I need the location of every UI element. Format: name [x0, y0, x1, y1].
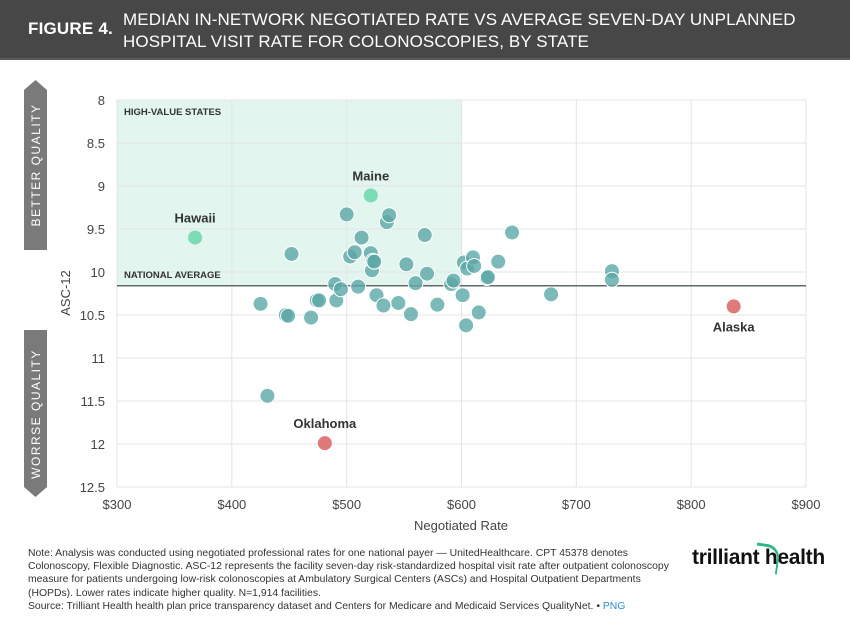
state-point[interactable]: [504, 224, 521, 241]
state-point[interactable]: [398, 256, 415, 273]
highlight-label-alaska: Alaska: [713, 319, 756, 334]
highlight-point-hawaii[interactable]: [188, 230, 203, 245]
state-point[interactable]: [543, 286, 560, 303]
state-point[interactable]: [470, 304, 487, 321]
separator: •: [596, 600, 600, 612]
state-point[interactable]: [466, 257, 483, 274]
y-tick-label: 11.5: [81, 394, 105, 409]
highlight-label-oklahoma: Oklahoma: [293, 416, 357, 431]
scatter-chart: HIGH-VALUE STATES 8 8.5 9 9.5 10 10.5 11 11.5 12…: [58, 93, 821, 533]
y-tick-label: 11: [92, 351, 106, 366]
figure-header: FIGURE 4. MEDIAN IN-NETWORK NEGOTIATED R…: [0, 0, 850, 60]
source-text: Source: Trilliant Health health plan pri…: [28, 600, 594, 612]
state-point[interactable]: [402, 306, 419, 323]
y-tick-label: 8.5: [87, 136, 105, 151]
x-tick-label: $500: [332, 497, 361, 512]
y-tick-label: 12.5: [80, 480, 105, 495]
y-tick-label: 10.5: [80, 308, 105, 323]
figure-title: MEDIAN IN-NETWORK NEGOTIATED RATE VS AVE…: [123, 10, 796, 51]
state-point[interactable]: [407, 275, 424, 292]
state-point[interactable]: [346, 244, 363, 261]
state-point[interactable]: [603, 271, 620, 288]
highlight-point-maine[interactable]: [363, 188, 378, 203]
state-point[interactable]: [350, 278, 367, 295]
state-point[interactable]: [366, 253, 383, 270]
state-point[interactable]: [454, 287, 471, 304]
y-tick-label: 10: [91, 265, 105, 280]
state-point[interactable]: [445, 272, 462, 289]
note-text: Note: Analysis was conducted using negot…: [28, 548, 669, 599]
x-tick-label: $300: [103, 497, 132, 512]
y-tick-label: 9: [98, 179, 105, 194]
x-tick-label: $800: [677, 497, 706, 512]
logo-text: trilliant health: [692, 546, 825, 569]
state-point[interactable]: [303, 309, 320, 326]
state-point[interactable]: [419, 265, 436, 282]
state-point[interactable]: [416, 227, 433, 244]
y-tick-label: 12: [91, 437, 105, 452]
state-point[interactable]: [390, 294, 407, 311]
state-point[interactable]: [259, 387, 276, 404]
y-axis-label: ASC-12: [58, 270, 73, 316]
y-tick-label: 9.5: [87, 222, 105, 237]
x-tick-label: $700: [562, 497, 591, 512]
x-tick-label: $600: [447, 497, 476, 512]
trilliant-health-logo: trilliant health: [692, 542, 825, 575]
state-point[interactable]: [381, 207, 398, 224]
state-point[interactable]: [332, 281, 349, 298]
national-average-label: NATIONAL AVERAGE: [124, 270, 221, 281]
state-point[interactable]: [479, 269, 496, 286]
state-point[interactable]: [252, 295, 269, 312]
y-tick-label: 8: [98, 93, 105, 108]
worse-quality-arrow: WORRSE QUALITY: [24, 330, 47, 497]
state-point[interactable]: [311, 292, 328, 309]
highlight-label-hawaii: Hawaii: [174, 211, 215, 226]
state-point[interactable]: [338, 206, 355, 223]
state-point[interactable]: [280, 307, 297, 324]
state-point[interactable]: [353, 229, 370, 246]
state-point[interactable]: [490, 253, 507, 270]
x-tick-label: $400: [217, 497, 246, 512]
state-point[interactable]: [429, 296, 446, 313]
x-tick-label: $900: [792, 497, 821, 512]
figure-label: FIGURE 4.: [28, 19, 113, 38]
state-point[interactable]: [458, 317, 475, 334]
high-value-region-label: HIGH-VALUE STATES: [124, 107, 221, 118]
x-axis-label: Negotiated Rate: [414, 518, 508, 533]
footnote: Note: Analysis was conducted using negot…: [28, 547, 688, 613]
better-quality-arrow: BETTER QUALITY: [24, 80, 47, 250]
png-download-link[interactable]: PNG: [602, 600, 626, 612]
state-point[interactable]: [375, 297, 392, 314]
state-point[interactable]: [283, 245, 300, 262]
highlight-point-alaska[interactable]: [726, 299, 741, 314]
highlight-point-oklahoma[interactable]: [317, 436, 332, 451]
highlight-label-maine: Maine: [352, 168, 389, 183]
